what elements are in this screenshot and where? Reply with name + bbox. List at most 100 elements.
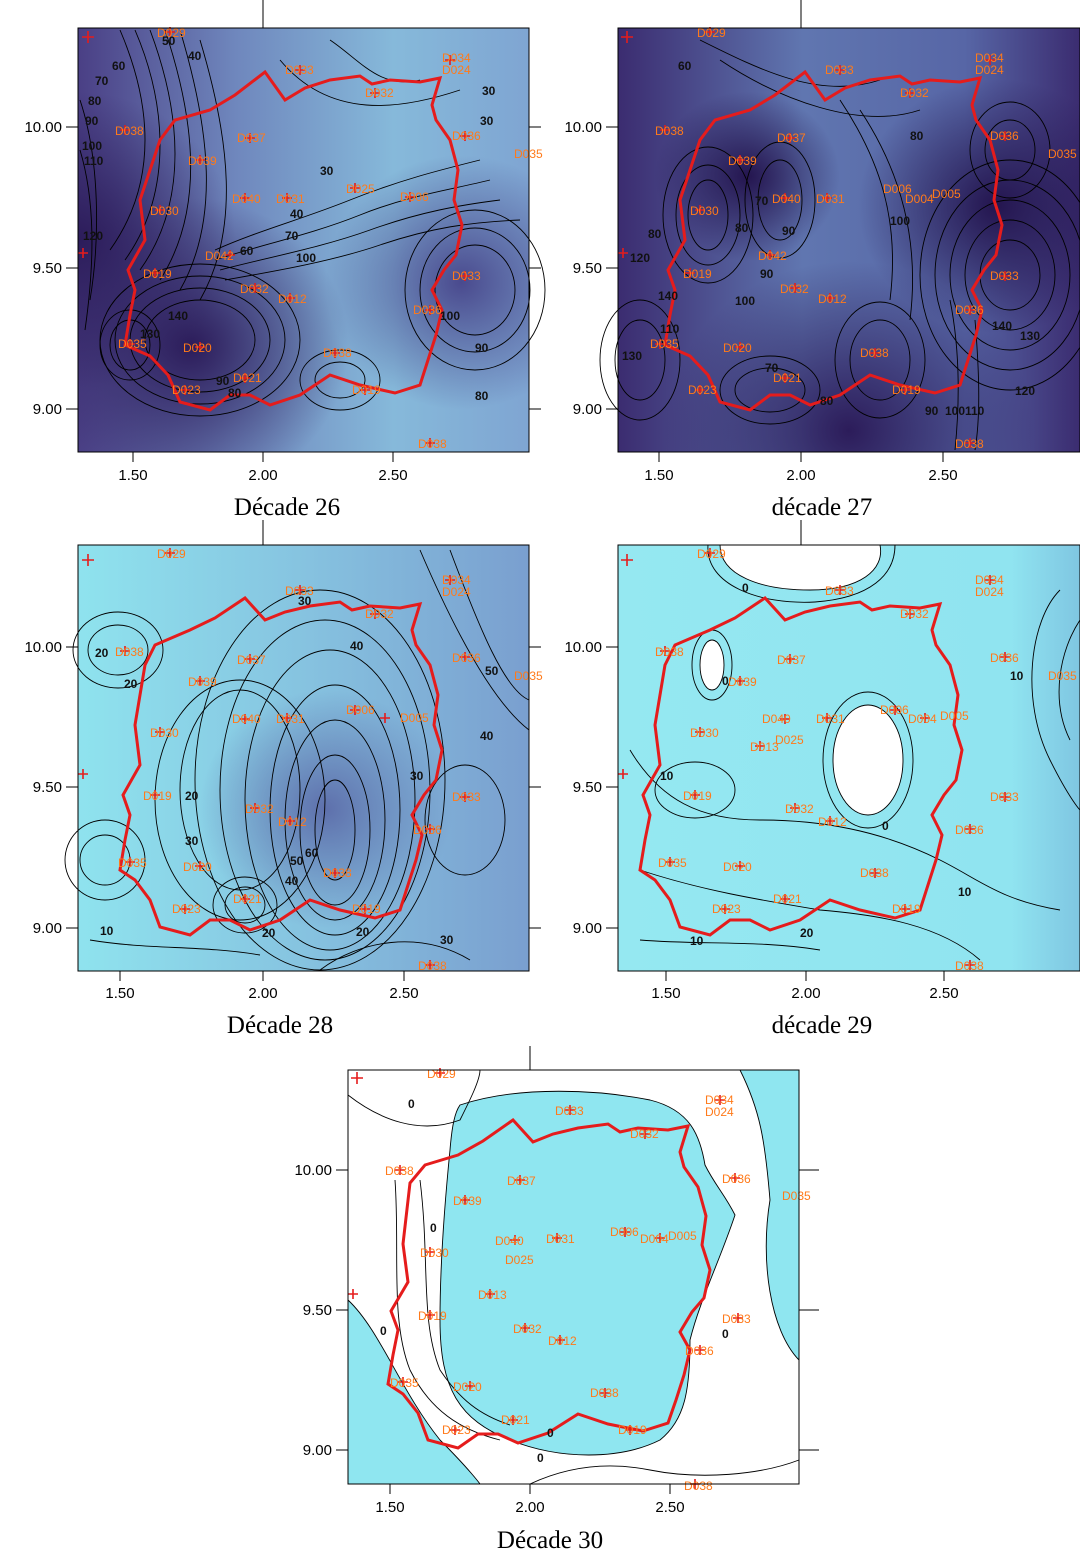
svg-text:D012: D012: [818, 815, 847, 829]
y-tick-label: 9.50: [33, 260, 62, 277]
y-tick-label: 9.00: [573, 920, 602, 937]
svg-text:80: 80: [475, 389, 489, 403]
svg-text:10: 10: [690, 934, 704, 948]
svg-text:50: 50: [290, 854, 304, 868]
svg-text:0: 0: [380, 1324, 387, 1338]
svg-text:D036: D036: [452, 651, 481, 665]
svg-text:30: 30: [185, 834, 199, 848]
svg-text:140: 140: [992, 319, 1012, 333]
svg-text:D024: D024: [975, 63, 1004, 77]
svg-text:D025: D025: [505, 1253, 534, 1267]
svg-text:D019: D019: [143, 789, 172, 803]
svg-text:40: 40: [285, 874, 299, 888]
svg-text:D032: D032: [900, 86, 929, 100]
svg-text:40: 40: [188, 49, 202, 63]
svg-text:30: 30: [480, 114, 494, 128]
svg-text:20: 20: [185, 789, 199, 803]
svg-text:D035: D035: [118, 856, 147, 870]
svg-text:D005: D005: [940, 709, 969, 723]
svg-text:D036: D036: [413, 303, 442, 317]
svg-text:D004: D004: [908, 712, 937, 726]
svg-text:80: 80: [735, 221, 749, 235]
panel-caption: Décade 28: [227, 1012, 333, 1039]
svg-text:120: 120: [83, 229, 103, 243]
panel-caption: Décade 30: [497, 1527, 603, 1554]
panel-decade-30: D029 D033 D032 D034 D024 D038 D037 D039 …: [294, 1046, 819, 1554]
svg-text:D006: D006: [346, 703, 375, 717]
svg-text:D042: D042: [758, 249, 787, 263]
svg-text:60: 60: [305, 846, 319, 860]
svg-text:D032: D032: [513, 1322, 542, 1336]
svg-text:D036: D036: [990, 651, 1019, 665]
panel-decade-26: D029 D033 D032 D034 D024 D038 D037 D039 …: [24, 0, 545, 521]
svg-text:D040: D040: [495, 1234, 524, 1248]
svg-text:110: 110: [84, 154, 104, 168]
svg-text:D032: D032: [630, 1127, 659, 1141]
svg-text:30: 30: [410, 769, 424, 783]
svg-text:D032: D032: [785, 802, 814, 816]
svg-text:D019: D019: [143, 267, 172, 281]
svg-text:20: 20: [262, 926, 276, 940]
svg-text:D032: D032: [780, 282, 809, 296]
svg-text:D029: D029: [157, 547, 186, 561]
x-tick-label: 2.00: [786, 467, 815, 484]
svg-text:D040: D040: [772, 192, 801, 206]
svg-text:D021: D021: [233, 371, 262, 385]
svg-text:D033: D033: [990, 790, 1019, 804]
svg-text:D032: D032: [365, 607, 394, 621]
svg-text:D019: D019: [618, 1423, 647, 1437]
svg-text:130: 130: [140, 327, 160, 341]
svg-text:90: 90: [760, 267, 774, 281]
svg-text:D004: D004: [640, 1232, 669, 1246]
svg-text:0: 0: [882, 819, 889, 833]
x-tick-label: 2.00: [248, 467, 277, 484]
svg-text:D005: D005: [668, 1229, 697, 1243]
svg-text:D024: D024: [442, 585, 471, 599]
svg-text:D021: D021: [501, 1413, 530, 1427]
svg-text:100: 100: [82, 139, 102, 153]
svg-text:D038: D038: [115, 645, 144, 659]
svg-text:D020: D020: [723, 860, 752, 874]
svg-text:120: 120: [630, 251, 650, 265]
x-tick-label: 2.50: [378, 467, 407, 484]
svg-text:D037: D037: [237, 131, 266, 145]
svg-text:D023: D023: [442, 1423, 471, 1437]
svg-text:D029: D029: [427, 1067, 456, 1081]
svg-text:100: 100: [945, 404, 965, 418]
svg-text:D033: D033: [722, 1312, 751, 1326]
svg-text:D033: D033: [825, 63, 854, 77]
x-tick-label: 1.50: [651, 985, 680, 1002]
x-tick-label: 1.50: [118, 467, 147, 484]
svg-text:80: 80: [88, 94, 102, 108]
svg-text:D042: D042: [205, 249, 234, 263]
y-tick-label: 9.00: [573, 401, 602, 418]
svg-text:0: 0: [722, 1327, 729, 1341]
svg-text:D039: D039: [728, 675, 757, 689]
svg-text:D012: D012: [278, 815, 307, 829]
svg-text:80: 80: [648, 227, 662, 241]
y-tick-label: 10.00: [24, 119, 62, 136]
svg-text:80: 80: [910, 129, 924, 143]
svg-text:90: 90: [782, 224, 796, 238]
svg-text:D019: D019: [683, 789, 712, 803]
svg-text:90: 90: [925, 404, 939, 418]
svg-text:D038: D038: [115, 124, 144, 138]
svg-text:D038: D038: [860, 866, 889, 880]
svg-text:D035: D035: [650, 337, 679, 351]
svg-text:40: 40: [350, 639, 364, 653]
svg-text:D006: D006: [610, 1225, 639, 1239]
svg-text:D038: D038: [684, 1479, 713, 1493]
svg-text:140: 140: [658, 289, 678, 303]
svg-text:D036: D036: [955, 303, 984, 317]
svg-text:110: 110: [660, 322, 680, 336]
svg-text:10: 10: [1010, 669, 1024, 683]
svg-text:D023: D023: [712, 902, 741, 916]
svg-text:D038: D038: [655, 124, 684, 138]
svg-text:D033: D033: [285, 63, 314, 77]
svg-text:50: 50: [162, 34, 176, 48]
svg-text:60: 60: [240, 244, 254, 258]
svg-text:110: 110: [965, 404, 985, 418]
svg-text:D019: D019: [892, 383, 921, 397]
svg-text:D019: D019: [352, 383, 381, 397]
svg-text:D012: D012: [818, 292, 847, 306]
